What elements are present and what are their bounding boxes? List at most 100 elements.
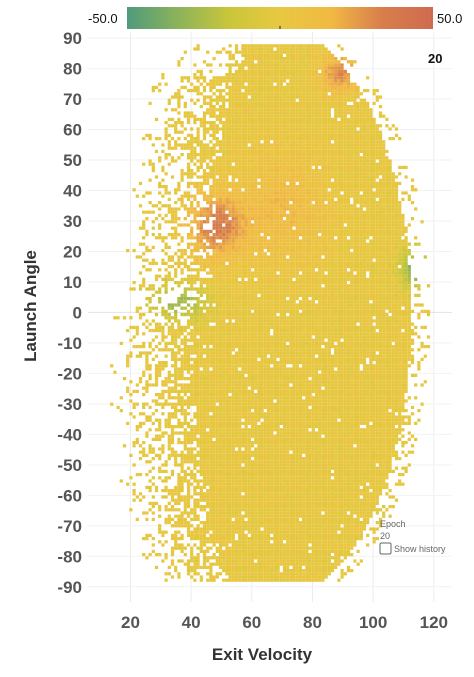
heatmap-cell [129, 338, 133, 342]
heatmap-cell [218, 553, 223, 557]
heatmap-cell [260, 220, 264, 224]
heatmap-cell [263, 556, 267, 560]
heatmap-cell [250, 265, 255, 269]
heatmap-cell [161, 194, 165, 198]
heatmap-cell [238, 261, 242, 265]
heatmap-cell [244, 191, 248, 195]
heatmap-cell [244, 450, 248, 454]
heatmap-cell [135, 437, 139, 441]
heatmap-cell [234, 140, 239, 144]
heatmap-cell [212, 530, 216, 534]
heatmap-cell [199, 373, 203, 377]
heatmap-cell [209, 533, 213, 537]
heatmap-cell [247, 418, 251, 422]
heatmap-cell [183, 114, 187, 118]
heatmap-cell [244, 284, 248, 288]
heatmap-cell [209, 85, 213, 89]
heatmap-cell [180, 412, 184, 416]
heatmap-cell [270, 204, 274, 208]
heatmap-cell [234, 322, 239, 326]
heatmap-cell [183, 146, 187, 150]
heatmap-cell [228, 431, 232, 435]
heatmap-cell [170, 517, 175, 521]
heatmap-cell [231, 303, 235, 307]
heatmap-cell [260, 281, 264, 285]
heatmap-cell [244, 89, 248, 93]
heatmap-cell [193, 63, 197, 67]
heatmap-cell [174, 492, 178, 496]
heatmap-cell [170, 498, 175, 502]
heatmap-cell [212, 178, 216, 182]
heatmap-cell [270, 188, 274, 192]
heatmap-cell [247, 325, 251, 329]
heatmap-cell [228, 121, 232, 125]
heatmap-cell [241, 300, 245, 304]
heatmap-cell [254, 351, 258, 355]
heatmap-cell [263, 114, 267, 118]
heatmap-cell [206, 380, 210, 384]
heatmap-cell [199, 281, 203, 285]
heatmap-cell [174, 569, 178, 573]
heatmap-cell [167, 265, 171, 269]
heatmap-cell [164, 172, 168, 176]
heatmap-cell [190, 98, 194, 102]
heatmap-cell [250, 412, 255, 416]
heatmap-cell [234, 559, 239, 563]
heatmap-cell [250, 345, 255, 349]
heatmap-cell [257, 53, 261, 57]
heatmap-cell [222, 98, 226, 102]
heatmap-cell [234, 373, 239, 377]
heatmap-cell [218, 393, 223, 397]
heatmap-cell [241, 249, 245, 253]
heatmap-cell [116, 405, 120, 409]
heatmap-cell [254, 556, 258, 560]
heatmap-cell [209, 236, 213, 240]
heatmap-cell [222, 316, 226, 320]
heatmap-cell [254, 511, 258, 515]
heatmap-cell [222, 578, 226, 582]
heatmap-cell [142, 313, 146, 317]
heatmap-cell [231, 127, 235, 131]
heatmap-cell [212, 239, 216, 243]
heatmap-cell [212, 453, 216, 457]
heatmap-cell [196, 242, 200, 246]
heatmap-cell [218, 290, 223, 294]
heatmap-cell [228, 511, 232, 515]
heatmap-cell [170, 473, 175, 477]
heatmap-cell [202, 137, 207, 141]
heatmap-cell [174, 364, 178, 368]
heatmap-cell [142, 281, 146, 285]
heatmap-cell [234, 402, 239, 406]
heatmap-cell [183, 501, 187, 505]
heatmap-cell [241, 76, 245, 80]
heatmap-cell [234, 188, 239, 192]
heatmap-cell [225, 242, 229, 246]
heatmap-cell [263, 348, 267, 352]
heatmap-cell [209, 133, 213, 137]
heatmap-cell [228, 300, 232, 304]
heatmap-cell [231, 549, 235, 553]
heatmap-cell [266, 524, 271, 528]
heatmap-cell [218, 425, 223, 429]
heatmap-cell [228, 549, 232, 553]
heatmap-cell [270, 476, 274, 480]
heatmap-cell [196, 85, 200, 89]
heatmap-cell [215, 367, 219, 371]
heatmap-cell [186, 521, 191, 525]
heatmap-cell [215, 137, 219, 141]
heatmap-cell [270, 114, 274, 118]
heatmap-cell [247, 466, 251, 470]
heatmap-cell [231, 265, 235, 269]
heatmap-cell [225, 383, 229, 387]
heatmap-cell [270, 495, 274, 499]
heatmap-cell [238, 562, 242, 566]
heatmap-cell [151, 220, 155, 224]
heatmap-cell [164, 479, 168, 483]
heatmap-cell [241, 575, 245, 579]
heatmap-cell [254, 412, 258, 416]
heatmap-cell [122, 316, 127, 320]
heatmap-cell [164, 399, 168, 403]
heatmap-cell [270, 357, 274, 361]
heatmap-cell [257, 505, 261, 509]
heatmap-cell [206, 418, 210, 422]
